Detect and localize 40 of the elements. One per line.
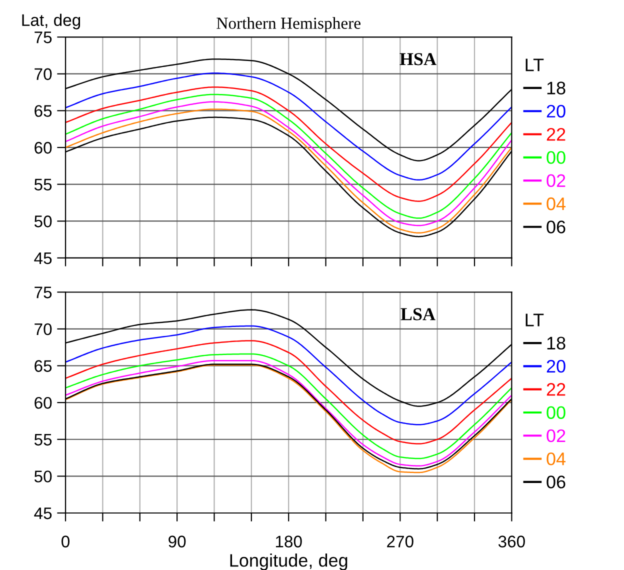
y-tick-label: 45 <box>34 252 52 264</box>
y-tick-label: 45 <box>34 508 52 520</box>
y-tick-label: 55 <box>34 178 52 191</box>
x-tick-label: 90 <box>168 536 186 548</box>
legend-label: 22 <box>546 383 566 396</box>
x-tick-label: 270 <box>387 536 414 548</box>
legend-title: LT <box>526 314 544 326</box>
y-tick-label: 55 <box>34 434 52 446</box>
legend-label: 00 <box>546 151 566 164</box>
legend-label: 20 <box>546 360 566 373</box>
legend-label: 18 <box>547 336 566 350</box>
y-tick-label: 50 <box>34 216 52 228</box>
y-tick-label: 50 <box>34 470 52 482</box>
x-tick-label: 360 <box>498 536 525 548</box>
legend-label: 22 <box>546 128 566 141</box>
y-axis-title: Lat, deg <box>22 14 80 30</box>
y-tick-label: 65 <box>34 360 52 372</box>
y-tick-label: 60 <box>34 142 52 154</box>
legend-label: 04 <box>546 197 566 210</box>
x-tick-label: 0 <box>62 536 70 548</box>
y-tick-label: 75 <box>34 32 52 44</box>
legend-label: 06 <box>546 220 566 234</box>
legend-label: 04 <box>546 452 566 466</box>
legend-label: 06 <box>546 476 566 488</box>
y-tick-label: 60 <box>34 396 52 409</box>
chart-title: Northern Hemisphere <box>216 17 360 32</box>
y-tick-label: 70 <box>34 68 52 80</box>
legend-title: LT <box>526 58 544 72</box>
legend-label: 20 <box>546 104 566 118</box>
legend-label: 00 <box>546 406 566 419</box>
x-axis-title: Longitude, deg <box>230 554 348 570</box>
annotation: HSA <box>400 53 436 66</box>
legend-label: 02 <box>546 174 566 188</box>
legend-label: 18 <box>547 82 566 94</box>
y-tick-label: 65 <box>34 105 52 117</box>
y-tick-label: 75 <box>34 286 52 298</box>
x-tick-label: 180 <box>276 536 302 548</box>
annotation: LSA <box>400 308 436 320</box>
legend-label: 02 <box>546 429 566 442</box>
y-tick-label: 70 <box>34 323 52 336</box>
